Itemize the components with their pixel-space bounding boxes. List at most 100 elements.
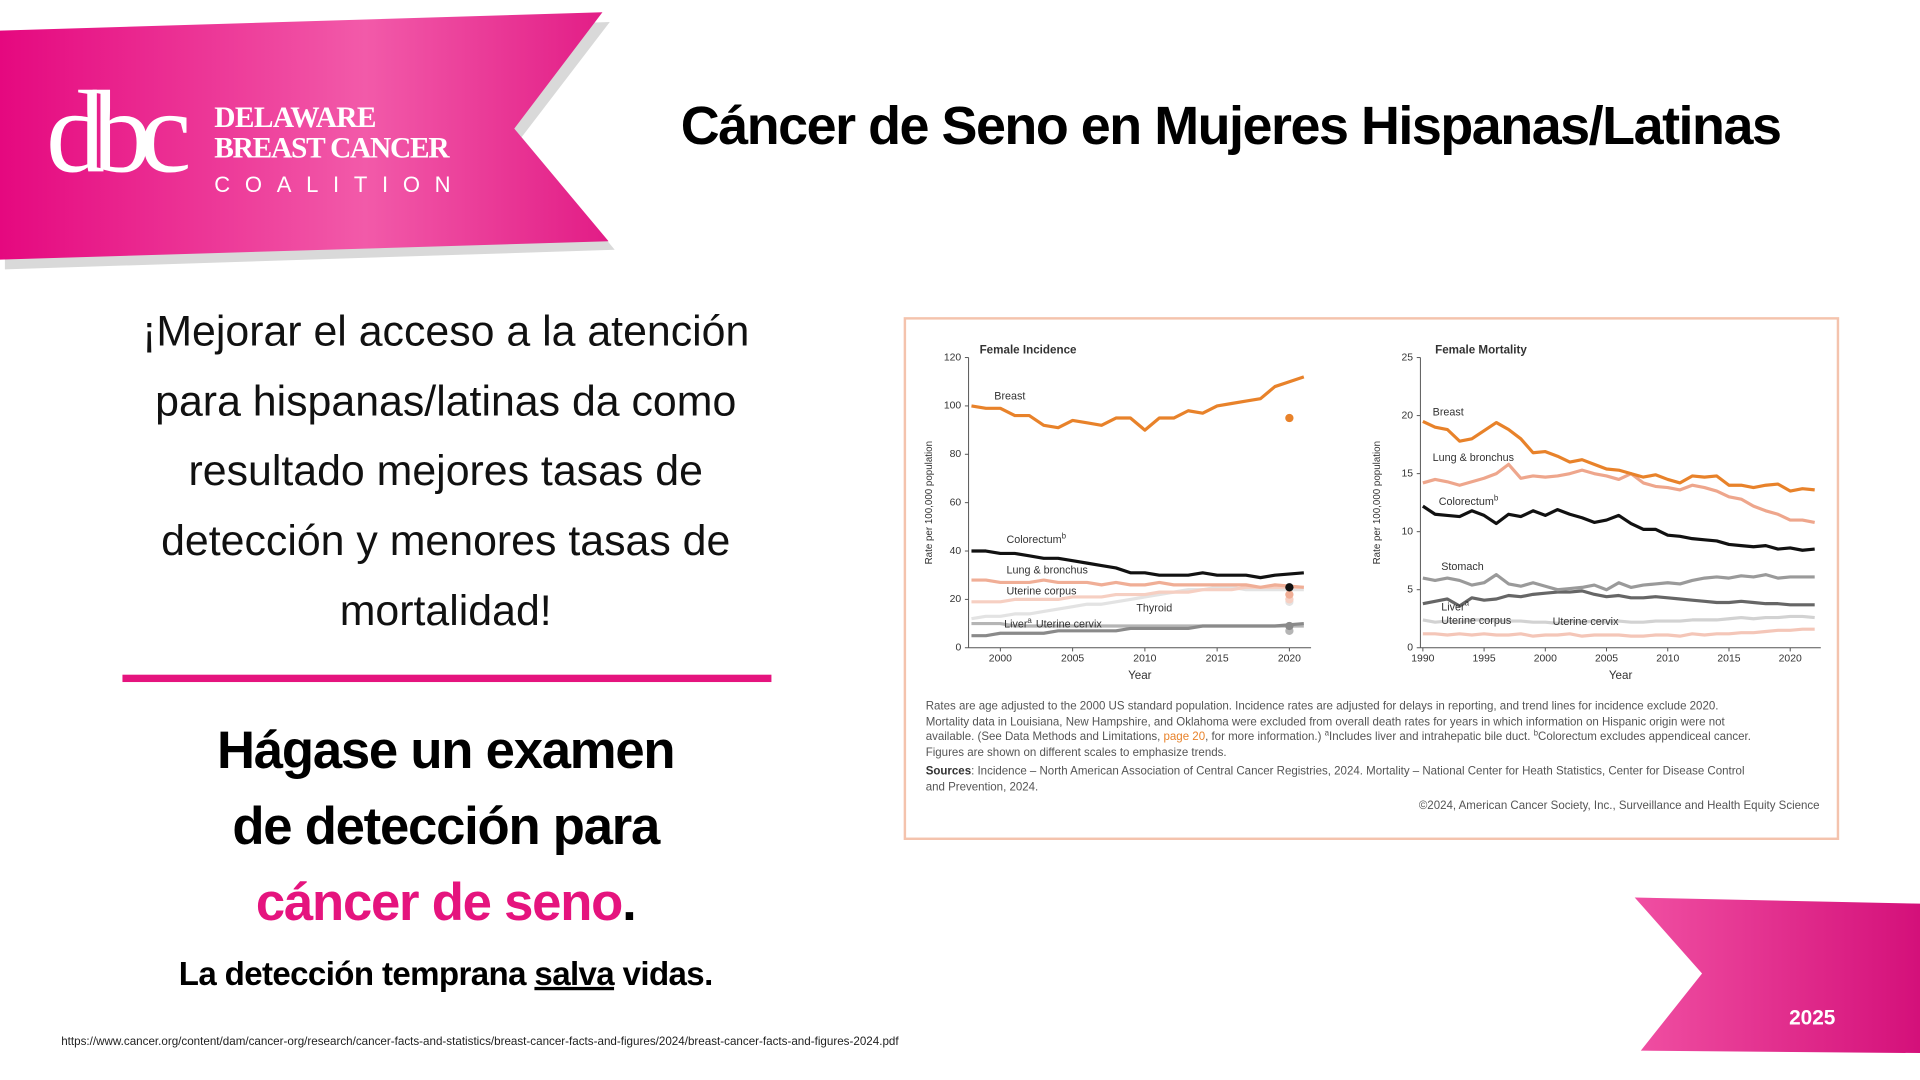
note: available. (See Data Methods and Limitat… [926, 729, 1751, 744]
series-label: Lung & bronchus [1433, 452, 1514, 464]
excluded-point [1285, 621, 1294, 631]
logo-mark: dbc [46, 67, 188, 197]
chart-panel [903, 317, 1840, 840]
series-sup: a [1465, 599, 1470, 608]
ribbon-corner [1634, 897, 1920, 1054]
series-name: Uterine cervix [1553, 616, 1619, 628]
x-tick-label: 2015 [1206, 654, 1229, 665]
series-label: Stomach [1441, 561, 1483, 573]
y-tick-label: 5 [1407, 584, 1413, 595]
x-tick-label: 1990 [1411, 654, 1434, 665]
y-tick-label: 120 [944, 352, 962, 363]
ribbon [0, 12, 609, 260]
sources-label: Sources [926, 765, 971, 777]
intro-line: para hispanas/latinas da como [155, 377, 736, 425]
series-line [1422, 573, 1815, 592]
series-sup: a [1027, 616, 1032, 625]
series-name: Liver [1441, 601, 1465, 613]
note-sup: b [1534, 729, 1539, 738]
year: 2025 [1789, 1006, 1835, 1029]
excluded-point [1285, 590, 1294, 599]
series-line [1422, 462, 1815, 524]
intro-line: mortalidad! [340, 587, 552, 635]
series-line [971, 578, 1304, 589]
tagline: La detección temprana salva vidas. [179, 956, 713, 993]
intro-line: detección y menores tasas de [161, 517, 730, 565]
series-label: Uterine cervix [1036, 618, 1102, 630]
series-name: Colorectum [1439, 496, 1494, 508]
y-tick-label: 100 [944, 401, 962, 412]
note-part: Includes liver and intrahepatic bile duc… [1329, 731, 1534, 743]
note: Rates are age adjusted to the 2000 US st… [926, 701, 1719, 713]
x-tick-label: 2020 [1278, 654, 1301, 665]
intro-line: ¡Mejorar el acceso a la atención [142, 308, 749, 356]
note-link: page 20 [1164, 731, 1206, 743]
series-label: Lung & bronchus [1007, 564, 1088, 576]
highlight: cáncer de seno [256, 873, 622, 932]
series-line [1421, 504, 1815, 552]
series-line [971, 375, 1305, 432]
series-line [971, 621, 1304, 638]
series-label: Colorectumb [1007, 531, 1067, 545]
chart-title: Female Incidence [980, 343, 1077, 356]
y-axis-title: Rate per 100,000 population [1372, 441, 1383, 564]
x-tick-label: 2005 [1061, 654, 1084, 665]
cta-highlight: cáncer de seno. [256, 873, 636, 932]
y-tick-label: 0 [955, 643, 961, 654]
series-name: Breast [1433, 406, 1464, 418]
note: Figures are shown on different scales to… [926, 747, 1227, 759]
series-name: Lung & bronchus [1007, 564, 1088, 576]
y-tick-label: 20 [950, 594, 962, 605]
logo-line: BREAST CANCER [214, 132, 450, 164]
series-name: Uterine corpus [1007, 585, 1077, 597]
sources: and Prevention, 2024. [926, 781, 1039, 793]
series-name: Stomach [1441, 561, 1483, 573]
x-tick-label: 2005 [1595, 654, 1618, 665]
series-line [971, 549, 1304, 580]
x-tick-label: 2010 [1656, 654, 1679, 665]
series-label: Uterine corpus [1007, 585, 1077, 597]
note-part: Colorectum excludes appendiceal cancer. [1538, 731, 1751, 743]
source-url: https://www.cancer.org/content/dam/cance… [61, 1035, 899, 1048]
tagline-underlined: salva [534, 956, 615, 993]
charts: Female Incidence Rate per 100,000 populat… [924, 343, 1821, 682]
y-tick-label: 40 [950, 546, 962, 557]
x-tick-label: 2010 [1133, 654, 1156, 665]
series-label: Colorectumb [1439, 493, 1499, 507]
series-line [1422, 589, 1815, 608]
slide-title: Cáncer de Seno en Mujeres Hispanas/Latin… [681, 96, 1781, 156]
y-tick-label: 15 [1401, 468, 1413, 479]
y-tick-label: 25 [1401, 352, 1413, 363]
note-sup: a [1325, 729, 1330, 738]
series-label: Livera [1441, 599, 1469, 613]
y-tick-label: 20 [1401, 410, 1413, 421]
series-label: Uterine cervix [1553, 616, 1619, 628]
series-name: Colorectum [1007, 534, 1062, 546]
y-tick-label: 0 [1407, 643, 1413, 654]
series-line [1422, 614, 1815, 625]
series-name: Liver [1004, 618, 1028, 630]
y-tick-label: 10 [1401, 526, 1413, 537]
y-tick-label: 60 [950, 497, 962, 508]
series-sup: b [1494, 493, 1499, 502]
sources: Sources: Incidence – North American Asso… [926, 765, 1745, 777]
x-tick-label: 2000 [989, 654, 1012, 665]
excluded-point [1285, 413, 1294, 423]
series-name: Uterine cervix [1036, 618, 1102, 630]
x-tick-label: 2000 [1534, 654, 1557, 665]
logo-line: COALITION [214, 172, 465, 197]
x-tick-label: 2020 [1779, 654, 1802, 665]
y-axis-title: Rate per 100,000 population [924, 441, 935, 564]
series-label: Uterine corpus [1441, 615, 1511, 627]
note-part: , for more information.) [1205, 731, 1325, 743]
intro-line: resultado mejores tasas de [189, 447, 703, 495]
series-name: Thyroid [1136, 602, 1172, 614]
logo-line: DELAWARE [214, 102, 376, 134]
tagline-part: La detección temprana [179, 956, 535, 993]
highlight-end: . [622, 873, 635, 932]
series-line [1422, 627, 1815, 638]
note: Mortality data in Louisiana, New Hampshi… [926, 716, 1726, 728]
series-label: Livera [1004, 616, 1032, 630]
series-name: Breast [994, 391, 1025, 403]
